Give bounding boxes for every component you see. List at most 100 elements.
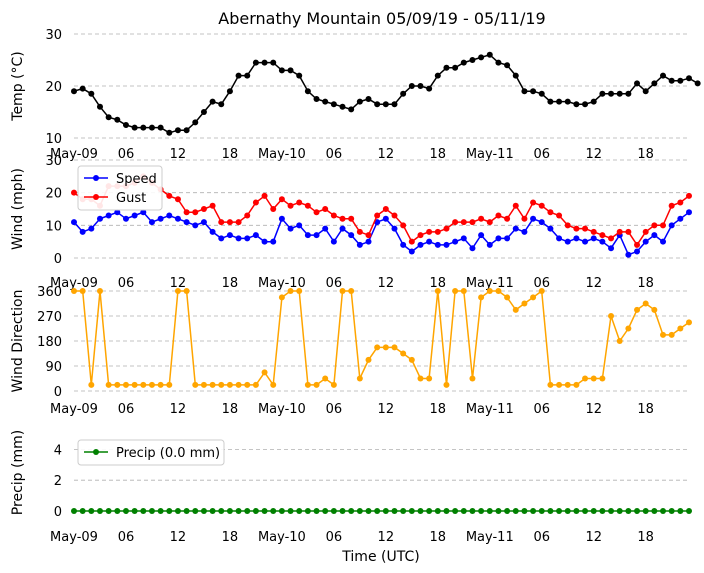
wind-speed-point (434, 241, 441, 248)
wind_direction-direction-point (660, 331, 667, 338)
wind_direction-xtick-label: 12 (378, 402, 395, 417)
wind-speed-point (114, 209, 121, 216)
wind-gust-point (270, 206, 277, 212)
precip-xtick-label: 06 (326, 530, 343, 545)
wind-gust-point (512, 202, 519, 209)
wind-speed-point (192, 222, 199, 229)
precip-precip-0-0-mm-point (157, 508, 164, 514)
precip-xtick-label: May-11 (466, 530, 514, 545)
wind_direction-direction-point (625, 325, 632, 332)
precip-xtick-label: May-09 (50, 530, 98, 545)
temp-temp-point (278, 67, 285, 74)
wind_direction-direction-point (608, 313, 615, 319)
temp-temp-point (339, 103, 346, 110)
wind-speed-point (599, 238, 606, 245)
wind_direction-direction-point (140, 381, 147, 388)
wind-speed-point (382, 215, 389, 222)
precip-xtick-label: May-10 (258, 530, 306, 545)
wind-gust-point (582, 225, 589, 232)
wind-gust-point (252, 199, 259, 206)
precip-precip-0-0-mm-point (330, 508, 337, 514)
temp-temp-point (157, 124, 164, 131)
wind-speed-point (512, 225, 519, 232)
wind_direction-direction-point (573, 381, 580, 388)
wind_direction-direction-point (235, 381, 242, 388)
temp-temp-point (590, 98, 597, 105)
wind_direction-direction-point (434, 288, 441, 294)
precip-precip-0-0-mm-point (590, 508, 597, 514)
precip-precip-0-0-mm-point (642, 508, 649, 514)
wind-xtick-label: 06 (326, 276, 343, 291)
wind-speed-point (226, 232, 233, 239)
precip-ylabel: Precip (mm) (10, 430, 26, 515)
temp-temp-point (651, 80, 658, 87)
wind-speed-point (287, 225, 294, 232)
temp-temp-point (686, 75, 692, 82)
precip-legend-marker (93, 449, 99, 455)
wind-speed-point (304, 232, 311, 239)
precip-legend: Precip (0.0 mm) (77, 439, 225, 466)
wind-speed-point (495, 235, 502, 242)
temp-temp-point (88, 90, 95, 97)
wind_direction-direction-point (478, 294, 485, 301)
wind-speed-point (174, 215, 181, 222)
wind-speed-point (140, 209, 147, 216)
wind-speed-point (79, 228, 86, 235)
temp-temp-point (131, 124, 138, 131)
precip-precip-0-0-mm-point (504, 508, 511, 514)
wind-gust-point (209, 202, 216, 209)
wind-speed-point (504, 235, 511, 242)
wind_direction-direction-point (521, 300, 528, 307)
temp-temp-point (625, 90, 632, 97)
wind_direction-xtick-label: 18 (222, 402, 239, 417)
precip-precip-0-0-mm-point (608, 508, 615, 514)
precip-precip-0-0-mm-point (599, 508, 606, 514)
wind-gust-point (651, 222, 658, 229)
precip-precip-0-0-mm-point (660, 508, 667, 514)
precip-legend-box (77, 439, 225, 466)
wind-gust-point (564, 222, 571, 229)
wind-gust-point (677, 199, 684, 206)
wind_direction-ytick-label: 0 (54, 385, 62, 400)
wind-gust-point (287, 202, 294, 209)
panel-wind: 0 10 20 30 Wind (mph) May-09 06 12 18 May-10 06 12 1… (10, 154, 692, 291)
temp-temp-point (668, 77, 675, 84)
wind_direction-direction-point (278, 294, 285, 301)
temp-xtick-label: 12 (378, 147, 395, 162)
precip-precip-0-0-mm-point (96, 508, 103, 514)
temp-xtick-label: 06 (118, 147, 135, 162)
wind-gust-point (486, 219, 493, 226)
temp-temp-point (183, 127, 190, 134)
wind_direction-direction-point (668, 331, 675, 338)
precip-precip-0-0-mm-point (625, 508, 632, 514)
wind_direction-direction-point (287, 288, 294, 294)
temp-temp-point (313, 96, 320, 102)
precip-precip-0-0-mm-point (131, 508, 138, 514)
wind_direction-direction-point (339, 288, 346, 294)
wind_direction-direction-point (356, 375, 363, 382)
precip-precip-0-0-mm-point (573, 508, 580, 514)
wind-gust-point (443, 225, 450, 232)
wind-speed-point (530, 215, 537, 222)
temp-temp-point (96, 103, 103, 110)
temp-temp-point (460, 59, 467, 66)
wind_direction-direction-point (166, 381, 173, 388)
precip-legend-label: Precip (0.0 mm) (116, 446, 220, 461)
wind_direction-direction-point (209, 381, 216, 388)
precip-precip-0-0-mm-point (140, 508, 147, 514)
wind_direction-direction-point (192, 381, 199, 388)
wind_direction-direction-point (114, 381, 121, 388)
temp-temp-point (417, 83, 424, 89)
wind_direction-direction-point (174, 288, 181, 294)
precip-precip-0-0-mm-point (209, 508, 216, 514)
precip-precip-0-0-mm-point (339, 508, 346, 514)
precip-precip-0-0-mm-point (313, 508, 320, 514)
temp-temp-point (434, 72, 441, 79)
wind_direction-direction-point (538, 288, 545, 294)
wind-gust-point (504, 215, 511, 222)
precip-precip-0-0-mm-point (79, 508, 86, 514)
precip-precip-0-0-mm-point (365, 508, 372, 514)
wind-speed-point (452, 238, 459, 245)
wind_direction-ytick-label: 180 (37, 335, 62, 350)
temp-temp-point (79, 85, 86, 92)
